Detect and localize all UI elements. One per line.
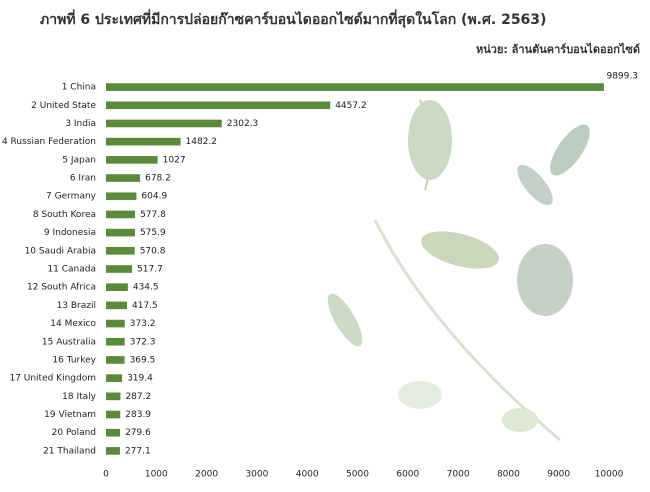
- x-tick-label: 0: [103, 470, 109, 480]
- bar: [106, 156, 158, 164]
- y-tick-label: 10 Saudi Arabia: [25, 246, 96, 256]
- value-label: 2302.3: [227, 119, 259, 129]
- bar: [106, 192, 137, 201]
- x-tick-label: 7000: [447, 470, 470, 480]
- value-label: 1482.2: [186, 137, 218, 147]
- chart-title: ภาพที่ 6 ประเทศที่มีการปล่อยก๊าซคาร์บอนไ…: [40, 9, 546, 28]
- x-tick-label: 3000: [245, 470, 268, 480]
- value-label: 319.4: [127, 374, 153, 384]
- y-tick-label: 16 Turkey: [52, 355, 96, 365]
- y-tick-label: 3 India: [65, 119, 96, 129]
- bar: [106, 101, 331, 110]
- bar: [106, 137, 181, 146]
- y-tick-label: 15 Australia: [42, 337, 96, 347]
- y-tick-label: 20 Poland: [52, 428, 96, 438]
- y-tick-label: 12 South Africa: [27, 283, 96, 293]
- x-tick-label: 8000: [497, 470, 520, 480]
- bar: [106, 392, 121, 401]
- bar: [106, 83, 604, 91]
- value-label: 1027: [163, 155, 186, 165]
- x-tick-label: 2000: [195, 470, 218, 480]
- value-label: 287.2: [125, 392, 151, 402]
- x-tick-label: 6000: [396, 470, 419, 480]
- value-label: 279.6: [125, 428, 151, 438]
- x-tick-label: 4000: [296, 470, 319, 480]
- value-label: 417.5: [132, 301, 158, 311]
- y-tick-label: 6 Iran: [70, 174, 96, 184]
- y-tick-label: 19 Vietnam: [44, 410, 96, 420]
- value-label: 369.5: [130, 355, 156, 365]
- leaf-decoration: [327, 99, 590, 442]
- y-tick-label: 14 Mexico: [50, 319, 96, 329]
- bar: [106, 119, 222, 128]
- value-label: 373.2: [130, 319, 156, 329]
- y-tick-label: 17 United Kingdom: [9, 374, 96, 384]
- x-tick-label: 9000: [547, 470, 570, 480]
- value-label: 604.9: [141, 192, 167, 202]
- bar: [106, 374, 123, 382]
- y-tick-label: 1 China: [62, 83, 96, 93]
- value-label: 577.8: [140, 210, 166, 220]
- chart-subtitle: หน่วย: ล้านตันคาร์บอนไดออกไซด์: [476, 42, 640, 56]
- bar: [106, 447, 120, 455]
- value-label: 570.8: [140, 246, 166, 256]
- y-tick-label: 5 Japan: [62, 155, 96, 165]
- y-tick-label: 4 Russian Federation: [2, 137, 96, 147]
- bar: [106, 301, 128, 310]
- y-tick-label: 18 Italy: [62, 392, 97, 402]
- x-tick-label: 5000: [346, 470, 369, 480]
- value-label: 517.7: [137, 265, 163, 275]
- bar: [106, 283, 128, 292]
- y-tick-label: 9 Indonesia: [44, 228, 96, 238]
- bar: [106, 210, 136, 219]
- value-label: 575.9: [140, 228, 166, 238]
- bar: [106, 428, 121, 437]
- bar: [106, 356, 125, 364]
- bar: [106, 265, 133, 273]
- y-tick-label: 11 Canada: [47, 265, 96, 275]
- bar: [106, 410, 121, 419]
- y-tick-label: 21 Thailand: [43, 446, 96, 456]
- y-tick-label: 8 South Korea: [33, 210, 96, 220]
- value-label: 277.1: [125, 446, 151, 456]
- value-label: 678.2: [145, 174, 171, 184]
- value-label: 9899.3: [607, 72, 639, 82]
- bar: [106, 337, 125, 346]
- x-tick-label: 10000: [595, 470, 624, 480]
- x-tick-label: 1000: [145, 470, 168, 480]
- value-label: 283.9: [125, 410, 151, 420]
- bar: [106, 228, 135, 237]
- bar: [106, 246, 135, 255]
- bar: [106, 319, 125, 328]
- bar: [106, 174, 141, 182]
- value-label: 434.5: [133, 283, 159, 293]
- value-label: 4457.2: [335, 101, 367, 111]
- y-tick-label: 13 Brazil: [57, 301, 96, 311]
- y-tick-label: 2 United State: [31, 101, 96, 111]
- value-label: 372.3: [130, 337, 156, 347]
- y-tick-label: 7 Germany: [46, 192, 97, 202]
